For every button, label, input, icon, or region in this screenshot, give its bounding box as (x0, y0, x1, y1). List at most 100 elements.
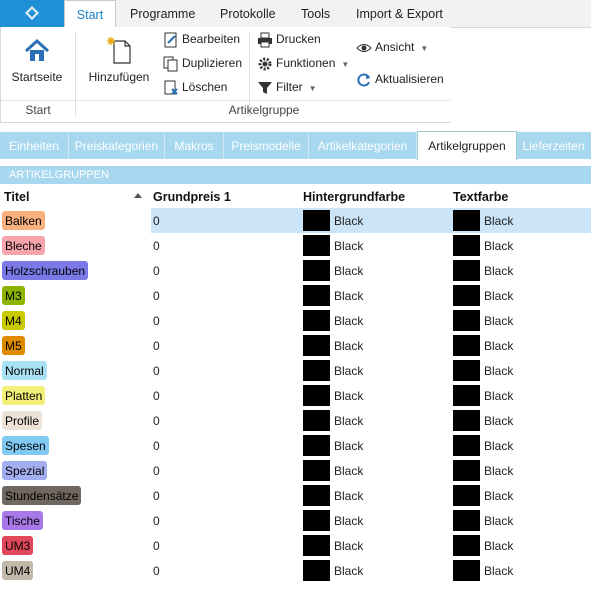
table-row[interactable]: Platten 0 Black Black (0, 383, 591, 408)
text-color-swatch (453, 385, 480, 406)
table-row[interactable]: Tische 0 Black Black (0, 508, 591, 533)
background-color-value: Black (334, 539, 364, 553)
text-color-value: Black (484, 489, 514, 503)
ribbon-empty-area (451, 27, 591, 123)
text-color-value: Black (484, 439, 514, 453)
group-label-artikelgruppe: Artikelgruppe (228, 103, 300, 117)
column-header-titel[interactable]: Titel (4, 190, 30, 204)
app-logo-icon (25, 6, 39, 20)
table-row[interactable]: Normal 0 Black Black (0, 358, 591, 383)
text-color-swatch (453, 360, 480, 381)
subtab-artikelkategorien[interactable]: Artikelkategorien (309, 132, 417, 159)
text-color-value: Black (484, 289, 514, 303)
column-header-grundpreis[interactable]: Grundpreis 1 (153, 190, 231, 204)
background-color-swatch (303, 210, 330, 231)
price-cell: 0 (153, 289, 160, 303)
chevron-down-icon: ▼ (308, 83, 317, 93)
new-document-icon (107, 37, 131, 64)
group-label-start: Start (25, 103, 51, 117)
text-color-value: Black (484, 539, 514, 553)
ansicht-label: Ansicht (375, 40, 415, 55)
table-row[interactable]: Profile 0 Black Black (0, 408, 591, 433)
table-row[interactable]: Spesen 0 Black Black (0, 433, 591, 458)
table-row[interactable]: UM4 0 Black Black (0, 558, 591, 583)
table-row[interactable]: Stundensätze 0 Black Black (0, 483, 591, 508)
price-cell: 0 (153, 364, 160, 378)
background-color-value: Black (334, 389, 364, 403)
table-row[interactable]: UM3 0 Black Black (0, 533, 591, 558)
background-color-swatch (303, 285, 330, 306)
background-color-value: Black (334, 414, 364, 428)
table-row[interactable]: M3 0 Black Black (0, 283, 591, 308)
drucken-label: Drucken (276, 32, 321, 47)
column-header-hintergrundfarbe[interactable]: Hintergrundfarbe (303, 190, 406, 204)
tab-programme[interactable]: Programme (130, 7, 196, 21)
subtab-lieferzeiten[interactable]: Lieferzeiten (522, 139, 585, 153)
hinzufuegen-label: Hinzufügen (88, 70, 150, 84)
funktionen-label: Funktionen (276, 56, 336, 71)
aktualisieren-button[interactable]: Aktualisieren (356, 72, 444, 88)
subtab-makros[interactable]: Makros (165, 132, 224, 159)
background-color-swatch (303, 310, 330, 331)
subtab-preismodelle[interactable]: Preismodelle (224, 132, 309, 159)
background-color-swatch (303, 235, 330, 256)
funktionen-button[interactable]: Funktionen ▼ (257, 56, 349, 72)
table-row[interactable]: Balken 0 Black Black (0, 208, 591, 233)
group-title-badge: Balken (2, 211, 45, 230)
ribbon-separator (75, 32, 76, 117)
text-color-swatch (453, 410, 480, 431)
text-color-swatch (453, 435, 480, 456)
subtab-preiskategorien[interactable]: Preiskategorien (69, 132, 165, 159)
group-title-badge: Normal (2, 361, 47, 380)
subtab-einheiten[interactable]: Einheiten (0, 132, 69, 159)
price-cell: 0 (153, 439, 160, 453)
background-color-value: Black (334, 439, 364, 453)
text-color-swatch (453, 235, 480, 256)
background-color-value: Black (334, 339, 364, 353)
table-row[interactable]: M4 0 Black Black (0, 308, 591, 333)
background-color-value: Black (334, 489, 364, 503)
text-color-value: Black (484, 314, 514, 328)
text-color-value: Black (484, 414, 514, 428)
hinzufuegen-button[interactable]: Hinzufügen (83, 33, 155, 91)
background-color-swatch (303, 560, 330, 581)
price-cell: 0 (153, 264, 160, 278)
table-row[interactable]: Spezial 0 Black Black (0, 458, 591, 483)
bearbeiten-button[interactable]: Bearbeiten (163, 32, 240, 48)
text-color-swatch (453, 485, 480, 506)
startseite-button[interactable]: Startseite (7, 33, 67, 91)
text-color-swatch (453, 335, 480, 356)
filter-button[interactable]: Filter ▼ (257, 80, 317, 96)
tab-start[interactable]: Start (64, 0, 116, 28)
tab-protokolle[interactable]: Protokolle (220, 7, 276, 21)
text-color-value: Black (484, 339, 514, 353)
startseite-label: Startseite (11, 70, 63, 84)
group-title-badge: M4 (2, 311, 25, 330)
loeschen-button[interactable]: Löschen (163, 80, 227, 96)
text-color-value: Black (484, 389, 514, 403)
background-color-swatch (303, 485, 330, 506)
column-header-textfarbe[interactable]: Textfarbe (453, 190, 509, 204)
drucken-button[interactable]: Drucken (257, 32, 321, 48)
text-color-value: Black (484, 264, 514, 278)
delete-icon (164, 80, 178, 95)
duplizieren-label: Duplizieren (182, 56, 243, 71)
tab-import-export[interactable]: Import & Export (356, 7, 443, 21)
group-title-badge: Tische (2, 511, 43, 530)
group-title-badge: UM4 (2, 561, 34, 580)
section-header: ARTIKELGRUPPEN (0, 166, 591, 184)
ansicht-button[interactable]: Ansicht ▼ (356, 40, 428, 56)
table-row[interactable]: M5 0 Black Black (0, 333, 591, 358)
table-row[interactable]: Holzschrauben 0 Black Black (0, 258, 591, 283)
bearbeiten-label: Bearbeiten (182, 32, 241, 47)
duplizieren-button[interactable]: Duplizieren (163, 56, 242, 72)
app-menu-button[interactable] (0, 0, 64, 27)
table-row[interactable]: Bleche 0 Black Black (0, 233, 591, 258)
background-color-swatch (303, 385, 330, 406)
background-color-value: Black (334, 514, 364, 528)
price-cell: 0 (153, 539, 160, 553)
subtab-artikelgruppen[interactable]: Artikelgruppen (417, 131, 517, 160)
price-cell: 0 (153, 314, 160, 328)
tab-tools[interactable]: Tools (301, 7, 331, 21)
group-divider (1, 100, 75, 101)
